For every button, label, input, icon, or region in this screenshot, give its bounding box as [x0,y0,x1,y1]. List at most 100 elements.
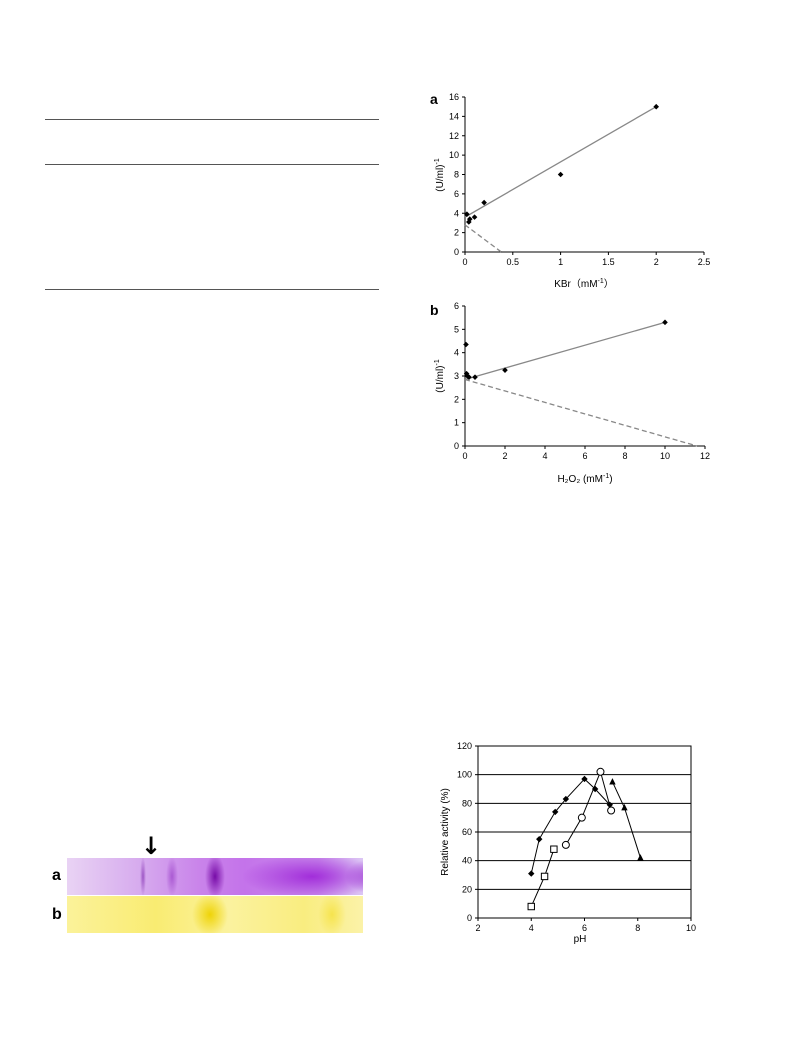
chart3-series-1-point [581,775,588,783]
chart1-extrapolation-line [464,224,502,253]
chart3-series-4-line [612,781,641,858]
chart2-x-tick-label: 4 [542,451,547,461]
chart3-series-3-point [577,813,586,822]
chart3-y-tick-label: 80 [462,798,472,808]
chart1-panel-label: a [430,91,438,107]
chart3-series-1-point [562,795,570,803]
chart3-series-4-point [621,803,628,811]
chart1-x-axis-label-sup: -1 [598,278,604,285]
chart3-series-1-point [606,801,613,808]
chart3-x-tick-label: 4 [529,923,534,933]
chart1-y-axis-label-sup: -1 [434,158,441,164]
chart3-x-tick-label: 8 [635,923,640,933]
chart3-series-1-point [528,870,535,877]
chart3-x-tick-label: 2 [475,923,480,933]
chart1-x-axis-label-main: KBr（mM [554,278,597,290]
chart2-y-axis-label-sup: -1 [434,359,441,365]
chart2-data-point [662,319,668,326]
chart2-extrapolation-line [464,378,698,447]
chart3-series-1-point [552,808,559,816]
chart3-series-3-point [561,840,570,849]
chart1-data-point [557,171,564,178]
chart3-series-2-point [527,902,535,911]
gel-lane-label-a: a [52,867,61,884]
chart1-y-tick-label: 8 [454,170,459,180]
chart2-x-axis-label-sup: -1 [603,473,609,480]
chart2-x-tick-label: 6 [582,451,587,461]
chart2-data-point [472,374,478,380]
table-top-rule [45,119,379,120]
chart2-x-tick-label: 8 [622,451,627,461]
chart1-y-tick-label: 14 [449,111,459,121]
chart3-y-axis-label-main: Relative activity (%) [440,788,451,876]
chart2-y-axis-label: (U/ml)-1 [434,359,446,393]
chart3-series-1-line [530,778,611,874]
chart1-x-tick-label: 1 [558,257,563,267]
chart2-y-axis-label-main: (U/ml) [435,366,446,393]
chart3-series-3-line [565,770,612,846]
chart3-y-tick-label: 120 [457,741,472,751]
chart1-x-tick-label: 1.5 [602,257,615,267]
chart2-x-tick-label: 0 [462,451,467,461]
chart3-series-1-point [536,835,543,843]
chart2-x-tick-label: 12 [700,451,710,461]
table-bottom-rule [45,289,379,290]
chart3-y-tick-label: 0 [467,913,472,923]
chart1-fit-line [464,106,657,218]
chart1-data-point [466,216,473,222]
chart3-x-axis-label-main: pH [574,934,587,945]
chart3-x-tick-label: 10 [686,923,696,933]
chart3-x-axis-label: pH [574,934,587,945]
chart2-data-point [502,367,508,373]
table-header-rule [45,164,379,165]
chart3-series-2-point [540,872,549,881]
chart1-x-tick-label: 2 [654,257,659,267]
chart1-y-tick-label: 2 [454,228,459,238]
chart1-x-axis-label: KBr（mM-1） [554,278,614,290]
chart3-x-tick-label: 6 [582,923,587,933]
gel-lane-label-b: b [52,906,62,923]
chart2-x-axis-label-tail: ) [609,474,612,485]
chart2-fit-line [464,321,666,381]
chart1-y-tick-label: 16 [449,92,459,102]
chart2-data-point [463,370,470,377]
chart2-x-axis-label-main: H₂O₂ (mM [557,474,603,485]
chart1-x-axis-label-tail: ） [604,278,614,290]
chart2-data-point [463,341,469,348]
chart2-x-axis-label: H₂O₂ (mM-1) [557,473,612,485]
chart1-y-tick-label: 12 [449,131,459,141]
chart1-data-point [471,214,478,220]
gel-lane-b [67,896,363,933]
chart1-x-tick-label: 0 [462,257,467,267]
chart3-series-4-point [637,854,644,861]
chart1-x-tick-label: 2.5 [698,257,711,267]
chart3-y-tick-label: 40 [462,856,472,866]
chart1-y-axis-label-main: (U/ml) [435,165,446,192]
chart1-y-tick-label: 10 [449,150,459,160]
chart3-y-axis-label: Relative activity (%) [440,788,451,876]
gel-lane-a [67,858,363,895]
chart2-panel-label: b [430,302,439,318]
chart2-y-tick-label: 3 [454,371,459,381]
chart3-series-4-point [609,778,616,785]
chart2-y-tick-label: 1 [454,418,459,428]
chart3-y-tick-label: 100 [457,770,472,780]
chart3-series-3-point [607,806,616,815]
chart2-x-tick-label: 2 [502,451,507,461]
chart3-y-tick-label: 60 [462,827,472,837]
chart1-data-point [653,103,659,110]
chart1-y-tick-label: 6 [454,189,459,199]
chart1-data-point [464,211,470,218]
gel-band-arrow: ↓ [141,832,162,860]
chart2-y-tick-label: 6 [454,301,459,311]
chart3-series-2-point [550,845,558,853]
chart2-y-tick-label: 4 [454,348,459,358]
chart2-x-tick-label: 10 [660,451,670,461]
chart2-y-tick-label: 5 [454,324,459,334]
chart1-x-tick-label: 0.5 [507,257,520,267]
chart1-y-axis-label: (U/ml)-1 [434,158,446,192]
chart1-data-point [481,199,487,206]
chart1-y-tick-label: 4 [454,208,459,218]
chart2-data-point [466,374,472,380]
